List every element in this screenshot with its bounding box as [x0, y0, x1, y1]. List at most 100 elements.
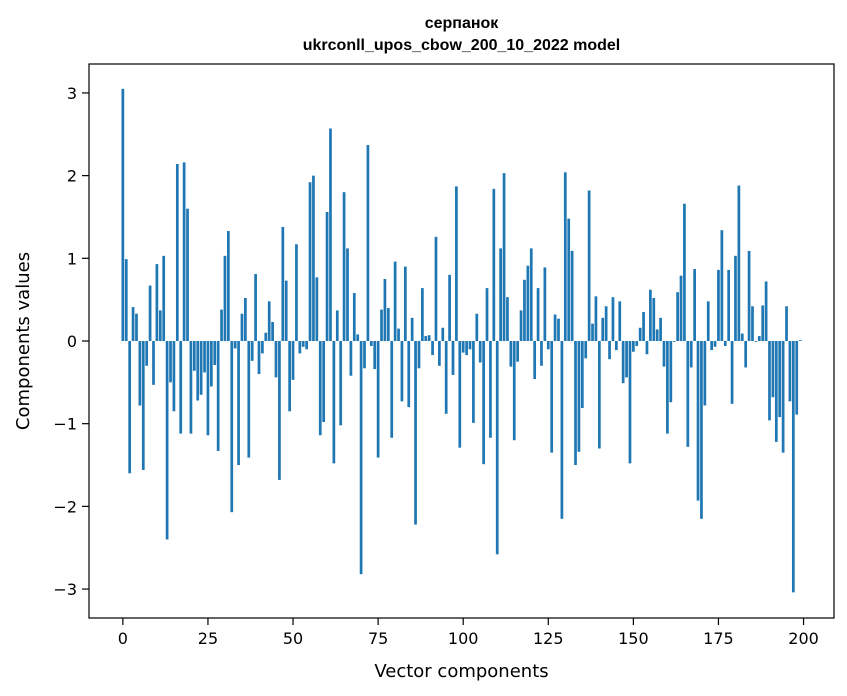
bar-24	[203, 341, 206, 373]
bar-99	[458, 341, 462, 448]
bar-175	[717, 269, 720, 341]
bar-65	[342, 192, 346, 341]
bar-84	[407, 341, 411, 408]
y-tick-label: 3	[67, 84, 77, 103]
y-tick-label: 2	[67, 167, 77, 186]
bar-166	[686, 341, 690, 447]
bar-182	[740, 333, 744, 341]
bar-54	[305, 341, 308, 350]
bar-10	[155, 264, 159, 341]
bar-142	[604, 306, 608, 341]
bar-177	[723, 341, 727, 346]
bar-154	[645, 341, 649, 355]
bar-23	[199, 341, 203, 395]
bar-49	[288, 341, 291, 412]
bar-147	[621, 341, 625, 384]
bar-159	[662, 341, 666, 367]
bar-53	[301, 341, 305, 347]
bar-189	[764, 281, 768, 341]
bar-119	[526, 265, 530, 341]
bar-21	[192, 341, 196, 371]
bar-104	[475, 313, 479, 341]
bar-143	[608, 341, 611, 360]
bar-83	[403, 266, 407, 341]
x-tick-label: 150	[618, 629, 649, 648]
bar-37	[247, 341, 251, 458]
bar-113	[506, 297, 509, 341]
bar-128	[557, 318, 560, 341]
bar-26	[209, 341, 213, 387]
x-tick-label: 25	[198, 629, 218, 648]
bar-138	[591, 323, 594, 341]
bar-15	[172, 341, 176, 412]
bar-95	[444, 341, 448, 414]
bar-192	[774, 341, 778, 442]
bar-163	[676, 292, 679, 341]
x-tick-label: 125	[533, 629, 564, 648]
bar-141	[601, 317, 605, 341]
bar-132	[570, 250, 574, 341]
y-tick-label: −3	[53, 580, 77, 599]
bar-102	[468, 341, 472, 350]
bar-81	[397, 328, 400, 341]
bar-134	[577, 341, 581, 452]
bar-31	[227, 231, 230, 341]
bar-96	[448, 274, 451, 341]
bar-152	[638, 327, 642, 341]
bar-40	[257, 341, 261, 375]
bar-191	[771, 341, 775, 398]
bar-194	[781, 341, 785, 453]
bar-150	[632, 341, 635, 352]
bar-103	[472, 341, 475, 423]
bar-57	[315, 277, 319, 341]
y-tick-label: 1	[67, 249, 77, 268]
bar-4	[135, 313, 138, 341]
bar-144	[611, 297, 615, 341]
bar-77	[383, 278, 387, 341]
bar-7	[145, 341, 149, 366]
bar-161	[669, 341, 673, 403]
bar-50	[291, 341, 295, 380]
x-tick-label: 0	[118, 629, 128, 648]
x-axis: 0 25 50 75 100 125 150 175 200	[118, 618, 819, 648]
bar-3	[131, 307, 135, 341]
bar-33	[233, 341, 237, 349]
bar-89	[424, 336, 428, 341]
bar-60	[325, 212, 329, 341]
x-tick-label: 50	[283, 629, 303, 648]
bar-122	[536, 288, 540, 341]
bar-91	[431, 341, 434, 356]
bar-153	[642, 312, 645, 341]
bar-195	[785, 306, 788, 341]
bar-110	[495, 341, 499, 555]
bar-52	[298, 341, 302, 354]
bar-69	[356, 334, 360, 341]
bar-75	[376, 341, 380, 458]
bar-56	[312, 175, 315, 341]
bar-160	[666, 341, 669, 434]
bar-126	[550, 341, 554, 453]
bar-148	[625, 341, 628, 378]
bar-87	[417, 341, 421, 369]
bar-129	[560, 341, 564, 519]
x-tick-label: 200	[788, 629, 819, 648]
bar-44	[271, 321, 274, 341]
bar-112	[502, 173, 506, 341]
bars	[121, 88, 802, 593]
plot-background	[89, 64, 834, 618]
bar-36	[244, 298, 247, 341]
bar-136	[584, 341, 588, 359]
bar-190	[768, 341, 771, 421]
bar-120	[529, 248, 533, 341]
bar-174	[713, 341, 717, 347]
bar-105	[478, 341, 482, 363]
bar-127	[553, 314, 557, 341]
bar-165	[683, 203, 686, 341]
bar-6	[141, 341, 145, 470]
bar-111	[499, 248, 502, 341]
bar-131	[567, 218, 571, 341]
bar-125	[546, 341, 550, 350]
bar-173	[710, 341, 714, 351]
y-tick-label: −1	[53, 415, 77, 434]
bar-97	[451, 341, 455, 375]
